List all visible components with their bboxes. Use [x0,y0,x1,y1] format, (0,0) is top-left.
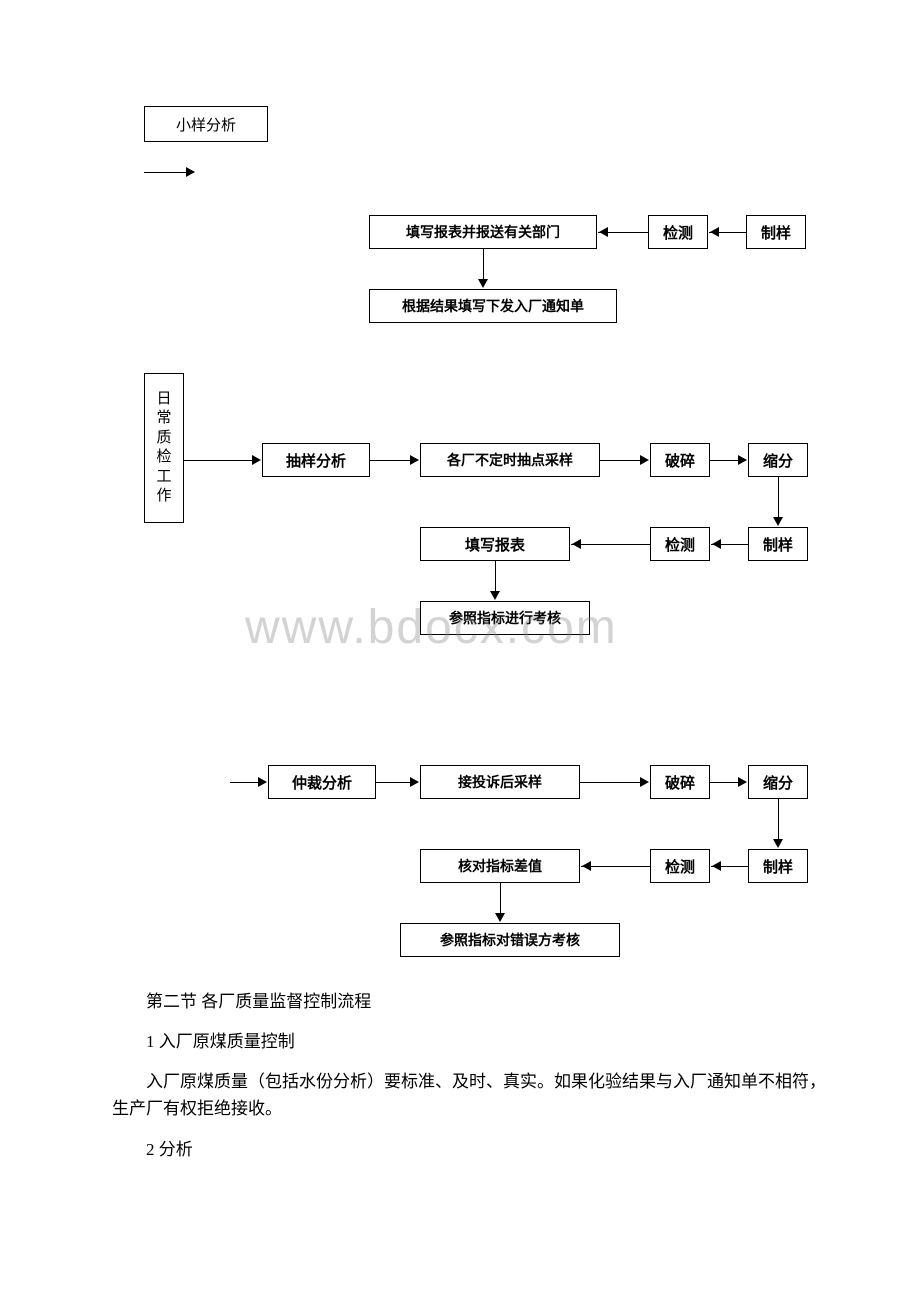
arrow-crush-reduce [710,460,740,461]
arrowhead-crush-reduce [738,455,747,465]
text-item2: 2 分析 [146,1136,826,1163]
box-crush-3: 破碎 [650,765,710,799]
arrow-standalone [144,172,188,173]
box-assess-2: 参照指标进行考核 [420,601,590,635]
box-daily-qc: 日 常 质 检 工 作 [144,373,184,523]
box-assess-wrong: 参照指标对错误方考核 [400,923,620,957]
daily-char: 质 [156,429,171,449]
box-sampleprep-1: 制样 [746,215,806,249]
arrowhead-crush-reduce-3 [738,777,747,787]
arrow-arb-complaint [376,782,412,783]
box-reduce-2: 缩分 [748,443,808,477]
arrowhead-prep-detect-1 [710,227,719,237]
box-verify: 核对指标差值 [420,849,580,883]
box-fill-report-dept: 填写报表并报送有关部门 [369,215,597,249]
arrowhead-daily-sampling [252,455,261,465]
box-detect-2: 检测 [650,527,710,561]
daily-char: 作 [156,487,171,507]
arrowhead-prep-detect-3 [712,861,721,871]
box-irregular-sampling: 各厂不定时抽点采样 [420,443,600,477]
arrowhead-fill-assess-2 [490,591,500,600]
daily-char: 日 [156,390,171,410]
arrowhead-reduce-prep-2 [773,517,783,526]
arrow-fill-assess-2 [495,561,496,593]
arrowhead-verify-assess-3 [495,913,505,922]
daily-char: 检 [156,448,171,468]
arrowhead-complaint-crush [640,777,649,787]
arrow-irreg-crush [600,460,642,461]
box-crush-2: 破碎 [650,443,710,477]
arrow-reduce-prep-3 [778,799,779,841]
box-fillreport-2: 填写报表 [420,527,570,561]
box-reduce-3: 缩分 [748,765,808,799]
arrowhead-arb-complaint [410,777,419,787]
arrow-reduce-prep-2 [778,477,779,519]
arrowhead-into-arbitration [258,777,267,787]
arrow-detect-verify-3 [581,866,650,867]
text-item1-desc: 入厂原煤质量（包括水份分析）要标准、及时、真实。如果化验结果与入厂通知单不相符，… [112,1068,826,1122]
arrowhead-detect-fill-1 [599,227,608,237]
arrow-crush-reduce-3 [710,782,740,783]
arrow-standalone-head [186,167,195,177]
daily-char: 常 [156,409,171,429]
arrowhead-fill-notice [478,279,488,288]
box-complaint-sampling: 接投诉后采样 [420,765,580,799]
text-section2-title: 第二节 各厂质量监督控制流程 [146,988,826,1015]
box-notice: 根据结果填写下发入厂通知单 [369,289,617,323]
arrowhead-irreg-crush [640,455,649,465]
arrow-sampling-irreg [370,460,412,461]
arrowhead-detect-verify-3 [582,861,591,871]
box-small-sample-analysis: 小样分析 [144,106,268,142]
arrow-detect-fill-2 [571,544,650,545]
arrowhead-reduce-prep-3 [773,839,783,848]
box-detect-3: 检测 [650,849,710,883]
arrow-verify-assess-3 [500,883,501,915]
box-arbitration: 仲裁分析 [268,765,376,799]
arrowhead-sampling-irreg [410,455,419,465]
arrow-into-arbitration [230,782,260,783]
box-sampleprep-2: 制样 [748,527,808,561]
text-item1: 1 入厂原煤质量控制 [146,1028,826,1055]
arrowhead-prep-detect-2 [712,539,721,549]
box-sampleprep-3: 制样 [748,849,808,883]
arrowhead-detect-fill-2 [572,539,581,549]
arrow-daily-sampling [184,460,254,461]
arrow-complaint-crush [580,782,642,783]
box-detect-1: 检测 [648,215,708,249]
box-sampling-analysis: 抽样分析 [262,443,370,477]
arrow-fill-notice [483,249,484,281]
daily-char: 工 [156,468,171,488]
